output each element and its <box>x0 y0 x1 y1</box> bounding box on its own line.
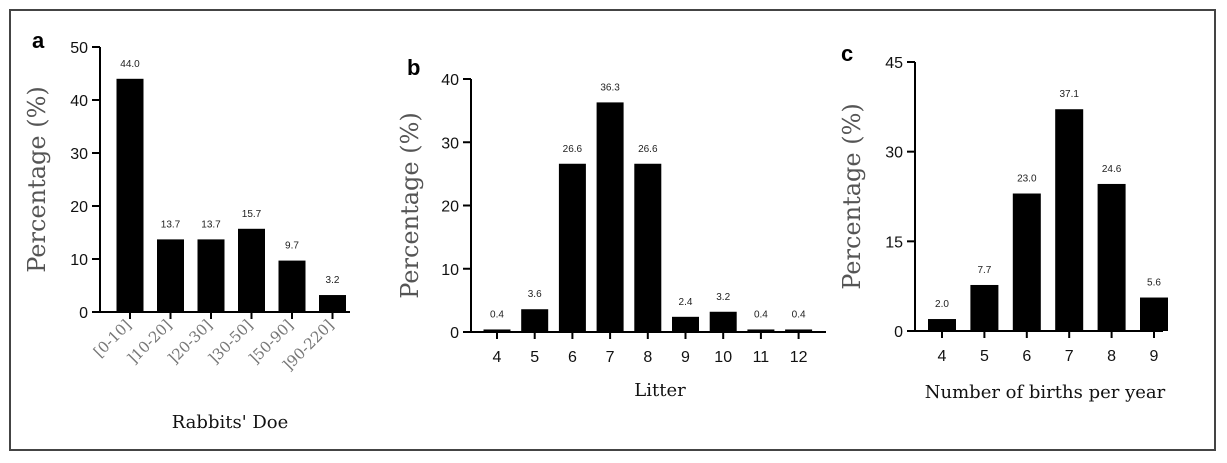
x-tick-label: 5 <box>980 348 989 365</box>
x-tick-label: 4 <box>938 348 947 365</box>
x-tick-label: 8 <box>643 349 652 366</box>
x-tick-label: ]10-20] <box>124 316 176 368</box>
x-tick-label: ]20-30] <box>164 316 216 368</box>
bar <box>1055 109 1084 331</box>
x-tick-label: 9 <box>1150 348 1159 365</box>
y-tick-label: 0 <box>450 325 459 342</box>
bar <box>785 329 813 332</box>
data-label: 24.6 <box>1102 164 1122 175</box>
data-label: 5.6 <box>1147 278 1161 289</box>
bar <box>238 228 265 312</box>
bar <box>197 239 225 312</box>
data-label: 3.2 <box>716 292 730 303</box>
y-tick-label: 10 <box>70 252 88 269</box>
data-label: 13.7 <box>201 219 221 230</box>
x-tick-label: 5 <box>530 349 539 366</box>
bar <box>157 239 184 312</box>
data-label: 0.4 <box>490 309 504 320</box>
y-axis-title: Percentage (%) <box>396 112 424 299</box>
data-label: 0.4 <box>754 309 768 320</box>
data-label: 9.7 <box>285 241 299 252</box>
bar <box>483 329 511 332</box>
data-label: 15.7 <box>242 209 262 220</box>
x-axis-title: Rabbits' Doe <box>172 412 289 433</box>
y-tick-label: 10 <box>441 262 459 279</box>
data-label: 36.3 <box>600 82 620 93</box>
x-tick-label: 7 <box>1065 348 1074 365</box>
x-tick-label: 6 <box>1022 348 1031 365</box>
panel-letter: b <box>407 55 420 80</box>
bar <box>596 102 624 332</box>
data-label: 23.0 <box>1017 174 1037 185</box>
x-tick-label: 8 <box>1107 348 1116 365</box>
bar <box>319 295 346 312</box>
y-tick-label: 40 <box>441 72 459 89</box>
x-tick-label: 11 <box>753 349 770 366</box>
x-tick-label: ]30-50] <box>205 316 257 368</box>
x-tick-label: 9 <box>681 349 690 366</box>
bar <box>521 309 549 332</box>
y-axis-title: Percentage (%) <box>23 86 51 273</box>
data-label: 26.6 <box>563 144 583 155</box>
data-label: 13.7 <box>161 219 181 230</box>
data-label: 0.4 <box>792 309 806 320</box>
bar <box>1012 193 1041 331</box>
x-tick-label: 4 <box>493 349 502 366</box>
data-label: 44.0 <box>120 59 140 70</box>
y-tick-label: 30 <box>441 135 459 152</box>
x-tick-label: 10 <box>714 349 732 366</box>
data-label: 2.0 <box>935 299 949 310</box>
x-tick-label: 12 <box>790 349 808 366</box>
bar <box>709 311 737 332</box>
data-label: 3.2 <box>326 275 340 286</box>
y-tick-label: 50 <box>70 40 88 57</box>
bar <box>278 260 306 312</box>
data-label: 37.1 <box>1059 89 1079 100</box>
x-tick-label: 6 <box>568 349 577 366</box>
y-tick-label: 15 <box>885 234 903 251</box>
y-tick-label: 0 <box>894 324 903 341</box>
bar <box>634 163 662 332</box>
y-tick-label: 20 <box>70 199 88 216</box>
y-tick-label: 30 <box>885 145 903 162</box>
y-tick-label: 30 <box>70 146 88 163</box>
bar <box>1140 297 1168 331</box>
panel-letter: a <box>32 28 45 53</box>
x-axis-title: Litter <box>634 380 686 401</box>
bar <box>928 319 956 331</box>
panel-letter: c <box>841 41 853 66</box>
data-label: 7.7 <box>977 265 991 276</box>
x-axis-title: Number of births per year <box>925 382 1166 403</box>
bar <box>558 163 586 332</box>
y-tick-label: 45 <box>885 55 903 72</box>
bar <box>116 78 144 312</box>
y-tick-label: 20 <box>441 199 459 216</box>
x-tick-label: 7 <box>606 349 615 366</box>
y-tick-label: 40 <box>70 93 88 110</box>
y-tick-label: 0 <box>79 305 88 322</box>
data-label: 26.6 <box>638 144 658 155</box>
data-label: 2.4 <box>679 297 693 308</box>
y-axis-title: Percentage (%) <box>838 103 866 290</box>
bar <box>970 284 999 331</box>
bar <box>672 316 699 332</box>
data-label: 3.6 <box>528 289 542 300</box>
bar <box>1097 183 1126 331</box>
bar <box>747 329 775 332</box>
